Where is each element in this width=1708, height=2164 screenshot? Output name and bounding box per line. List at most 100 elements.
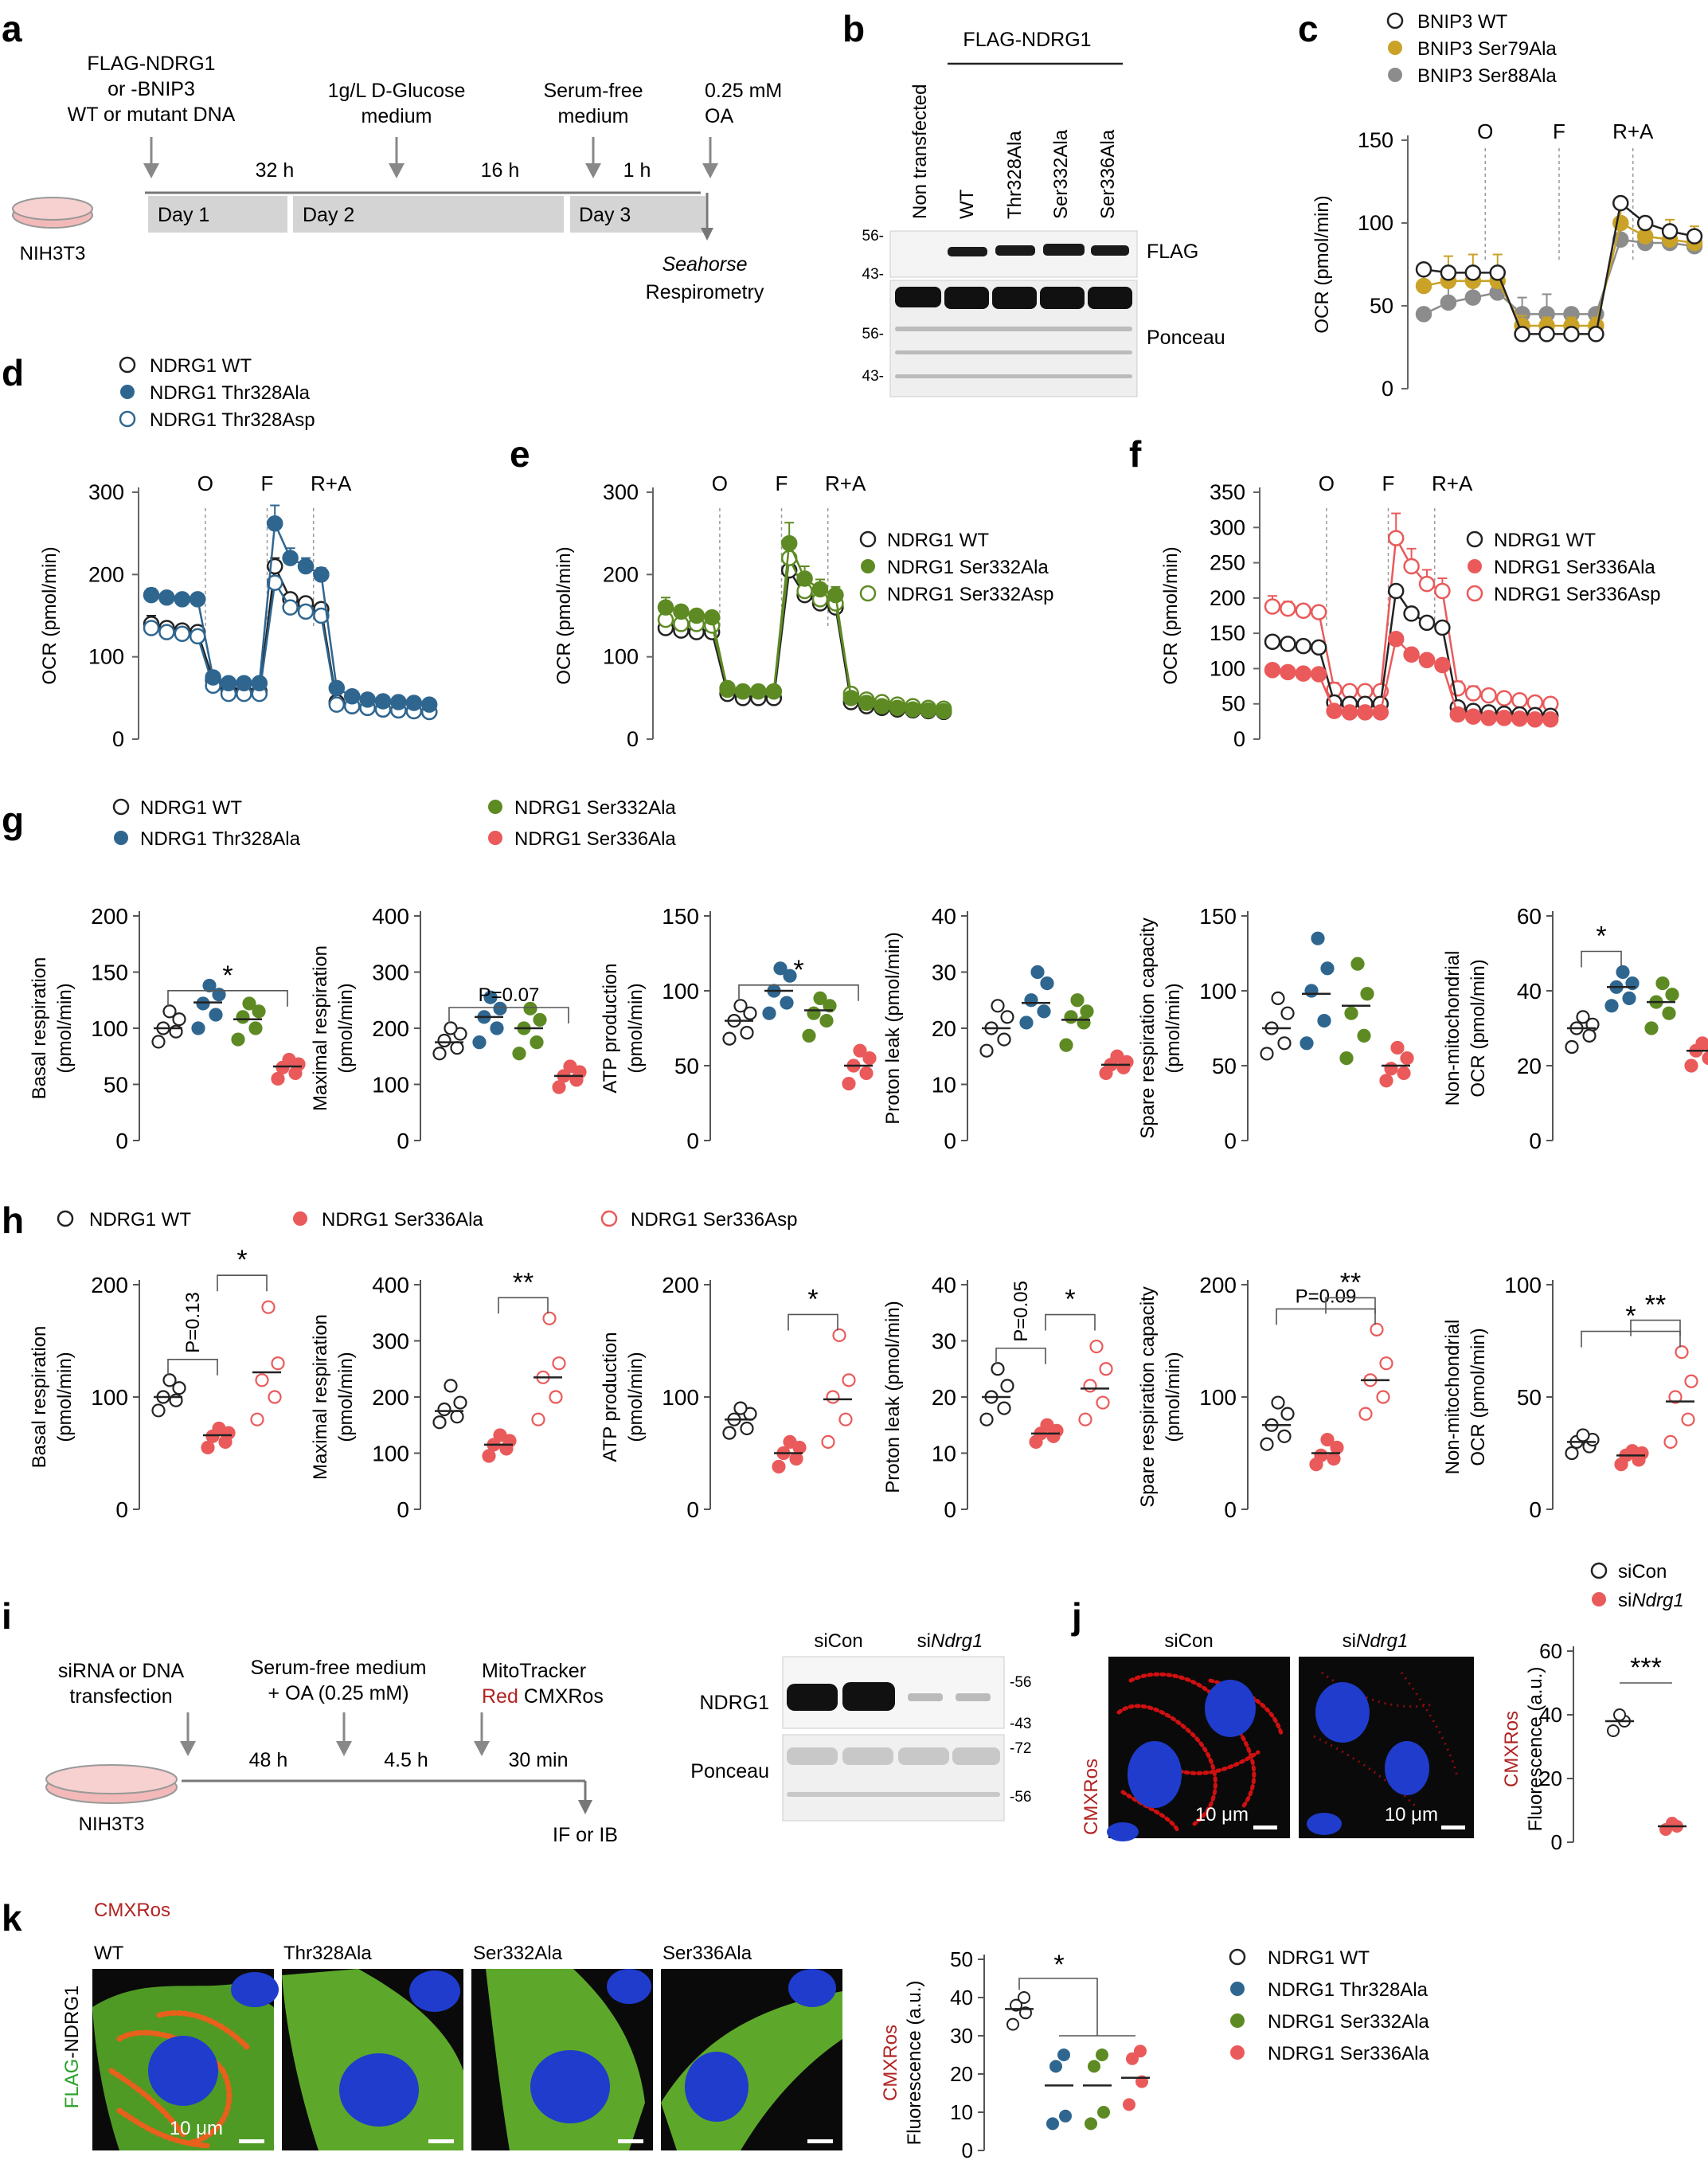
j-stain-label: CMXRos	[1081, 1759, 1102, 1835]
data-point	[734, 683, 752, 700]
data-point	[1126, 2052, 1139, 2065]
group-0	[722, 999, 757, 1046]
y-tick-label: 200	[88, 562, 124, 586]
group-3	[1379, 1040, 1414, 1088]
data-point	[1415, 277, 1432, 295]
stat-label: *	[236, 1245, 247, 1275]
data-point	[1277, 1429, 1292, 1443]
data-point	[162, 1373, 177, 1387]
injection-label: O	[712, 472, 728, 495]
y-axis-label: Non-mitochondrial	[1442, 1320, 1464, 1475]
data-point	[1565, 1446, 1579, 1461]
group-1	[201, 1421, 236, 1455]
data-point	[1097, 2106, 1110, 2119]
data-point	[722, 1031, 737, 1046]
data-point	[1370, 1322, 1384, 1337]
data-point	[1662, 1006, 1676, 1020]
injection-label: F	[776, 472, 788, 495]
data-point	[1514, 326, 1530, 342]
i-step1-line2: transfection	[69, 1685, 172, 1708]
injection-label: R+A	[1612, 119, 1654, 143]
y-tick-label: 60	[1539, 1639, 1562, 1663]
injection-label: F	[1553, 119, 1565, 143]
stat-label: **	[513, 1267, 534, 1297]
bracket-line	[217, 1274, 268, 1292]
data-point	[1644, 1021, 1659, 1035]
data-point	[1480, 687, 1497, 704]
a-step2-line2: medium	[362, 105, 432, 127]
y-tick-label: 200	[1210, 586, 1245, 610]
data-point	[762, 1006, 776, 1020]
i-mw-56b: -56	[1010, 1789, 1031, 1806]
k-legend-wt: NDRG1 WT	[1268, 1947, 1370, 1969]
stat-label: P=0.05	[1010, 1281, 1032, 1342]
data-point	[1049, 2060, 1062, 2073]
data-point	[1059, 1038, 1073, 1052]
g-legend-thr328ala: NDRG1 Thr328Ala	[140, 828, 301, 850]
y-tick-label: 200	[91, 1273, 128, 1297]
data-point	[271, 1356, 285, 1371]
y-axis-label: (pmol/min)	[625, 1352, 647, 1442]
data-point	[1280, 1006, 1295, 1020]
data-point	[1636, 214, 1654, 232]
c-legend-marker-wt	[1386, 12, 1404, 29]
group-0	[1260, 1395, 1295, 1451]
data-point	[1511, 710, 1528, 727]
panel-c-plot: 0 50 100 150 OCR (pmol/min) O F R+A	[1311, 119, 1703, 401]
data-point	[1434, 582, 1451, 600]
stat-label: *	[1065, 1285, 1075, 1315]
e-legend-ser332ala: NDRG1 Ser332Ala	[887, 557, 1049, 578]
data-point	[1449, 706, 1467, 723]
data-point	[1057, 2049, 1070, 2061]
data-point	[1030, 965, 1045, 980]
k-micrograph-ser332ala	[471, 1969, 653, 2150]
group-2	[531, 1311, 566, 1426]
stat-line	[1018, 1978, 1098, 2036]
y-tick-label: 10	[932, 1442, 956, 1466]
data-point	[174, 591, 191, 608]
data-point	[1625, 1444, 1640, 1458]
a-petri-dish-icon	[12, 197, 93, 229]
g-legend-ser336ala: NDRG1 Ser336Ala	[514, 828, 676, 850]
data-point	[1622, 991, 1636, 1006]
y-axis-label: (pmol/min)	[1163, 983, 1184, 1073]
y-tick-label: 200	[1199, 1273, 1237, 1297]
data-point	[1088, 2060, 1100, 2073]
panel-a-letter: a	[2, 8, 22, 49]
data-point	[172, 1012, 186, 1027]
data-point	[1046, 2117, 1059, 2131]
data-point	[750, 683, 767, 700]
y-axis-label: OCR (pmol/min)	[1160, 546, 1182, 684]
k-micrograph-wt	[92, 1969, 279, 2150]
panel-k-letter: k	[2, 1897, 22, 1939]
k-img-label-ser336ala: Ser336Ala	[662, 1943, 752, 1964]
a-step3-line1: Serum-free	[543, 80, 643, 102]
e-legend: NDRG1 WT NDRG1 Ser332Ala NDRG1 Ser332Asp	[859, 530, 1053, 605]
y-tick-label: 40	[932, 1273, 956, 1297]
y-tick-label: 150	[91, 961, 128, 985]
b-lane-0: Non transfected	[909, 84, 931, 219]
group-2	[231, 996, 266, 1047]
data-point	[1277, 1036, 1292, 1051]
stat-label: *	[793, 955, 803, 985]
data-point	[1040, 976, 1054, 991]
y-tick-label: 100	[1199, 1385, 1237, 1410]
i-step3-line1: MitoTracker	[482, 1660, 586, 1682]
data-point	[1260, 1047, 1274, 1061]
k-micrograph-thr328ala	[282, 1969, 463, 2150]
data-point	[1613, 1708, 1626, 1721]
data-point	[1588, 326, 1604, 342]
g-plot-3: 0 10 20 30 40 Proton leak (pmol/min)	[882, 904, 1134, 1153]
data-point	[251, 675, 268, 691]
data-point	[1344, 1006, 1358, 1020]
bracket-line	[167, 990, 288, 1007]
data-point	[359, 691, 376, 708]
data-point	[842, 1373, 856, 1387]
data-point	[1264, 661, 1281, 679]
y-tick-label: 100	[91, 1016, 128, 1041]
i-mw-72: -72	[1010, 1740, 1031, 1757]
data-point	[1295, 602, 1312, 620]
y-tick-label: 20	[1539, 1767, 1562, 1790]
bracket-line	[167, 1359, 218, 1375]
